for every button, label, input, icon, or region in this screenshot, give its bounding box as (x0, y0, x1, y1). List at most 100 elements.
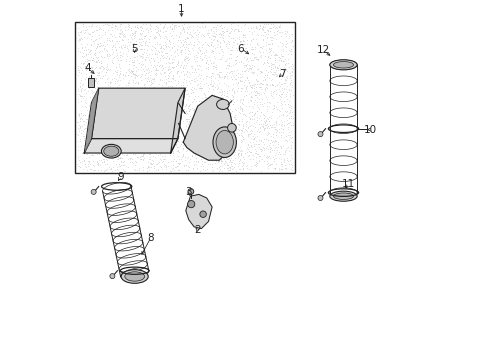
Point (266, 116, 274, 121)
Point (285, 99, 293, 104)
Point (188, 77, 196, 83)
Point (142, 129, 150, 135)
Point (144, 103, 152, 108)
Point (164, 75, 172, 81)
Point (103, 149, 111, 155)
Point (264, 162, 272, 168)
Point (165, 108, 173, 114)
Point (117, 86, 124, 92)
Point (93, 44, 101, 49)
Point (142, 100, 150, 105)
Point (94, 162, 102, 167)
Point (238, 71, 246, 77)
Point (285, 134, 293, 140)
Point (128, 134, 136, 139)
Point (102, 161, 110, 167)
Point (74, 45, 81, 51)
Point (112, 137, 120, 143)
Point (146, 103, 154, 109)
Point (209, 155, 217, 161)
Point (208, 48, 216, 54)
Point (283, 108, 291, 114)
Point (180, 57, 188, 62)
Point (197, 156, 204, 162)
Point (179, 129, 187, 134)
Point (148, 122, 156, 128)
Point (124, 81, 132, 86)
Point (93, 43, 101, 49)
Point (113, 50, 121, 56)
Point (117, 159, 124, 165)
Text: 7: 7 (279, 69, 285, 79)
Point (258, 25, 265, 31)
Point (147, 164, 155, 170)
Point (196, 119, 204, 125)
Point (263, 27, 271, 33)
Point (128, 40, 136, 46)
Point (192, 136, 200, 141)
Point (202, 47, 209, 53)
Point (176, 92, 184, 98)
Ellipse shape (333, 193, 353, 199)
Point (165, 56, 173, 62)
Point (107, 132, 115, 138)
Point (191, 137, 199, 143)
Point (91, 105, 99, 111)
Point (113, 69, 121, 75)
Point (286, 80, 294, 85)
Point (235, 121, 243, 127)
Point (189, 89, 197, 94)
Point (209, 136, 217, 142)
Point (202, 146, 210, 152)
Point (212, 24, 220, 30)
Point (251, 111, 259, 116)
Point (196, 121, 203, 126)
Point (93, 89, 101, 95)
Point (156, 163, 164, 168)
Point (81, 142, 88, 148)
Point (90, 102, 98, 108)
Point (100, 114, 107, 120)
Point (174, 138, 182, 144)
Point (145, 112, 153, 118)
Point (93, 159, 101, 165)
Point (134, 67, 142, 72)
Point (89, 126, 97, 131)
Point (242, 57, 249, 63)
Point (167, 33, 175, 39)
Point (202, 49, 209, 55)
Point (263, 116, 270, 121)
Point (151, 131, 159, 137)
Point (115, 162, 123, 167)
Point (223, 133, 231, 139)
Point (183, 41, 191, 47)
Point (235, 38, 243, 44)
Point (206, 153, 214, 159)
Point (229, 39, 237, 45)
Point (74, 143, 81, 148)
Point (216, 31, 224, 36)
Point (120, 117, 128, 122)
Point (104, 144, 112, 150)
Point (210, 120, 218, 125)
Point (81, 76, 88, 82)
Point (108, 130, 116, 136)
Point (131, 23, 139, 29)
Point (185, 123, 193, 129)
Point (129, 79, 137, 85)
Point (278, 85, 285, 91)
Point (95, 120, 103, 125)
Point (210, 24, 218, 30)
Point (133, 53, 141, 59)
Point (84, 112, 92, 118)
Point (86, 47, 94, 53)
Point (260, 115, 267, 121)
Point (184, 41, 192, 47)
Point (183, 60, 190, 66)
Point (92, 36, 100, 42)
Point (140, 126, 148, 132)
Point (285, 71, 293, 76)
Point (117, 122, 124, 127)
Point (221, 137, 228, 143)
Point (238, 133, 245, 139)
